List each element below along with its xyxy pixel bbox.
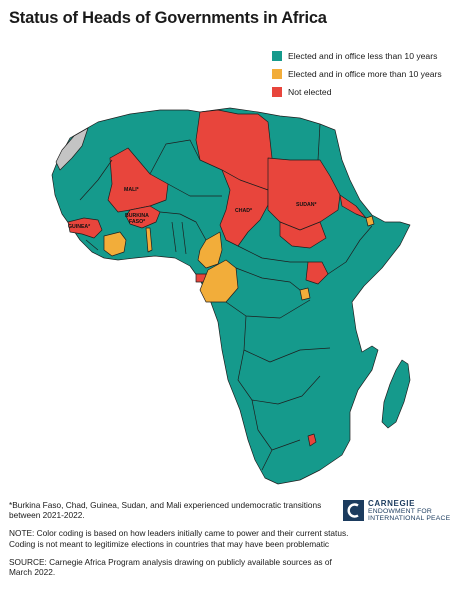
logo-line2: ENDOWMENT FOR bbox=[368, 507, 433, 515]
carnegie-logo-icon bbox=[343, 500, 364, 521]
legend-swatch-teal bbox=[272, 51, 282, 61]
label-burkina-line1: BURKINA bbox=[125, 213, 149, 219]
legend: Elected and in office less than 10 years… bbox=[272, 47, 442, 101]
togo bbox=[145, 227, 153, 253]
madagascar bbox=[381, 359, 411, 429]
western-sahara bbox=[55, 127, 89, 171]
legend-item-not-elected: Not elected bbox=[272, 83, 442, 101]
notes: *Burkina Faso, Chad, Guinea, Sudan, and … bbox=[9, 500, 349, 585]
label-chad: CHAD* bbox=[235, 208, 253, 214]
label-guinea: GUINEA* bbox=[68, 224, 91, 230]
djibouti bbox=[365, 215, 375, 227]
label-mali: MALI* bbox=[124, 187, 140, 193]
eswatini bbox=[307, 433, 317, 447]
legend-label: Not elected bbox=[288, 87, 332, 97]
carnegie-logo: CARNEGIE ENDOWMENT FOR INTERNATIONAL PEA… bbox=[343, 500, 450, 523]
logo-line1: CARNEGIE bbox=[368, 499, 416, 508]
uganda bbox=[305, 261, 329, 285]
footnote: *Burkina Faso, Chad, Guinea, Sudan, and … bbox=[9, 500, 322, 521]
label-burkina-line2: FASO* bbox=[129, 219, 146, 225]
burkina-faso bbox=[125, 205, 161, 229]
legend-label: Elected and in office more than 10 years bbox=[288, 69, 442, 79]
guinea bbox=[67, 217, 103, 239]
legend-item-elected-over-10: Elected and in office more than 10 years bbox=[272, 65, 442, 83]
chad bbox=[219, 169, 269, 247]
legend-item-elected-under-10: Elected and in office less than 10 years bbox=[272, 47, 442, 65]
map-title: Status of Heads of Governments in Africa bbox=[9, 9, 327, 27]
eritrea bbox=[339, 194, 367, 219]
cameroon bbox=[197, 231, 223, 269]
source: SOURCE: Carnegie Africa Program analysis… bbox=[9, 556, 332, 578]
cote-divoire bbox=[103, 231, 127, 257]
africa-map: MALI* CHAD* SUDAN* BURKINA FASO* GUINEA* bbox=[51, 107, 411, 485]
legend-swatch-orange bbox=[272, 69, 282, 79]
south-sudan bbox=[279, 221, 327, 249]
legend-label: Elected and in office less than 10 years bbox=[288, 51, 438, 61]
label-sudan: SUDAN* bbox=[296, 202, 317, 208]
logo-line3: INTERNATIONAL PEACE bbox=[368, 515, 451, 523]
sudan bbox=[267, 157, 341, 231]
rwanda-burundi bbox=[299, 287, 311, 301]
legend-swatch-red bbox=[272, 87, 282, 97]
congo bbox=[199, 259, 239, 303]
note: NOTE: Color coding is based on how leade… bbox=[9, 528, 349, 549]
